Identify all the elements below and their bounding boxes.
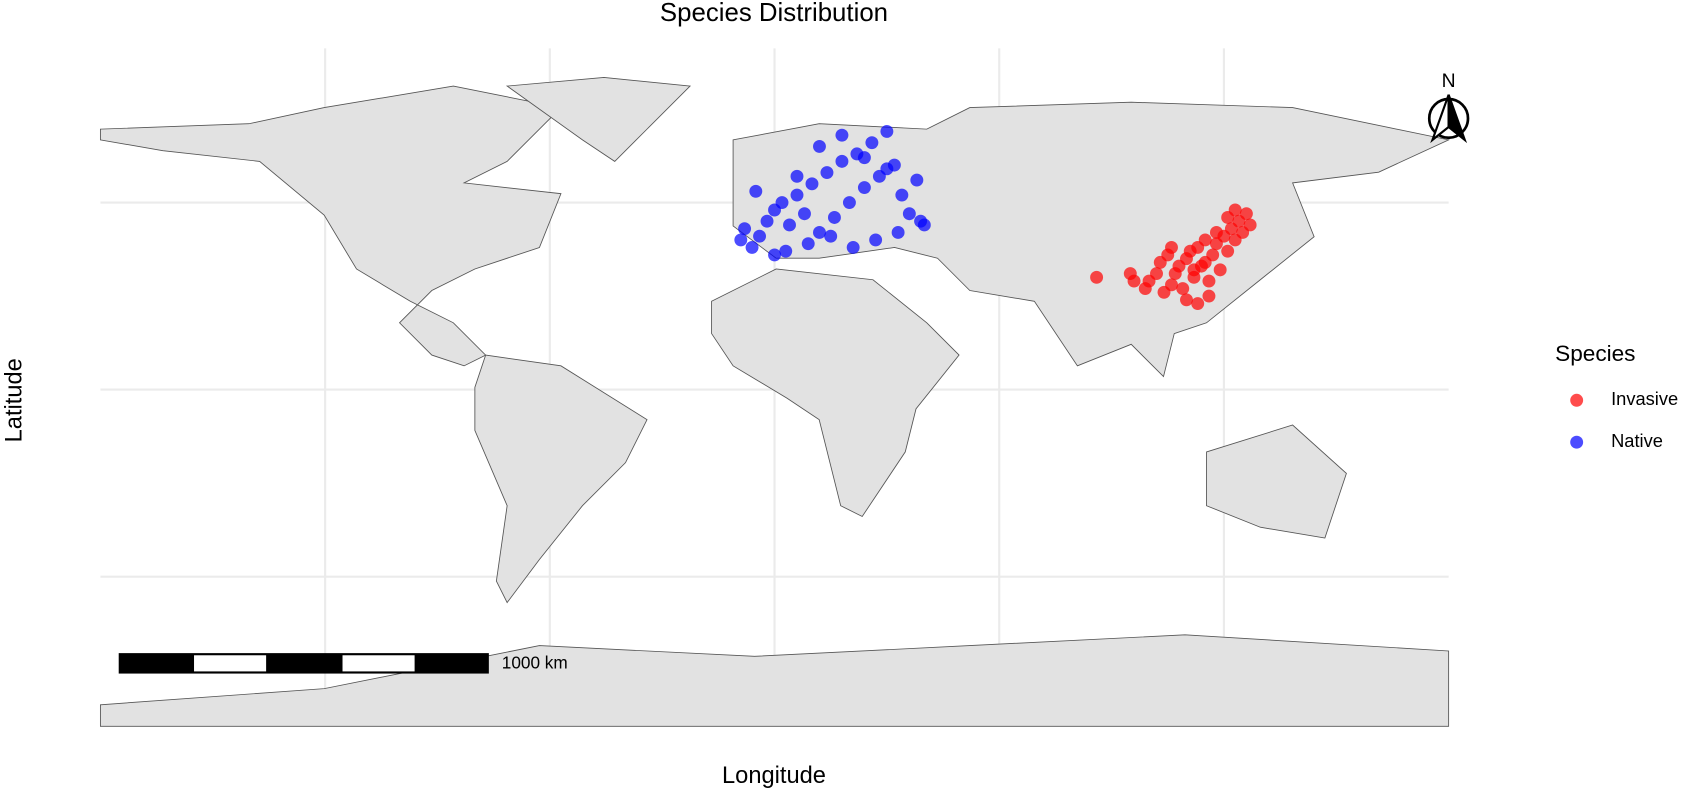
point <box>1202 274 1216 288</box>
legend-label: Native <box>1611 430 1663 451</box>
point <box>835 128 849 142</box>
scale-bar-segment <box>194 655 267 672</box>
point <box>1187 263 1201 277</box>
point <box>824 229 838 243</box>
point <box>1157 285 1171 299</box>
point <box>775 196 789 209</box>
australia <box>1206 424 1347 539</box>
north-america <box>99 85 562 367</box>
point <box>857 151 871 165</box>
point <box>865 136 879 150</box>
north-arrow: N <box>1427 70 1470 144</box>
point <box>1138 282 1152 296</box>
point <box>779 244 793 258</box>
point <box>891 225 905 239</box>
point <box>813 139 826 153</box>
point <box>801 237 815 251</box>
point <box>1202 289 1216 303</box>
point <box>745 240 759 254</box>
legend-marker <box>1570 435 1584 449</box>
point <box>1150 267 1163 281</box>
point <box>1239 207 1253 221</box>
point <box>1213 263 1227 277</box>
point <box>790 188 804 202</box>
eurasia <box>732 101 1450 378</box>
point <box>805 177 819 191</box>
point <box>857 181 871 195</box>
point <box>798 207 811 221</box>
points <box>734 124 1257 310</box>
point <box>1198 255 1212 269</box>
point <box>813 225 826 239</box>
point <box>753 229 766 243</box>
point <box>820 166 834 180</box>
point <box>1191 297 1205 310</box>
point <box>1090 270 1104 284</box>
point <box>902 207 916 221</box>
point <box>1228 203 1242 217</box>
point <box>835 154 849 168</box>
point <box>783 218 796 232</box>
scale-bar-segment <box>342 655 415 672</box>
point <box>768 248 781 262</box>
point <box>749 184 763 198</box>
scale-bar-label: 1000 km <box>502 652 568 672</box>
point <box>760 214 774 228</box>
point <box>1221 244 1235 258</box>
point <box>1176 282 1190 296</box>
legend-label: Invasive <box>1611 388 1678 409</box>
legend-title: Species <box>1555 341 1635 366</box>
point <box>842 196 856 209</box>
south-america <box>474 354 648 604</box>
point <box>738 222 752 236</box>
north-arrow-right <box>1447 94 1468 144</box>
chart-title: Species Distribution <box>660 0 888 27</box>
point <box>869 233 883 247</box>
legend-marker <box>1570 393 1584 407</box>
scale-bar-frame <box>118 653 489 674</box>
point <box>827 211 841 224</box>
greenland <box>505 77 692 162</box>
point <box>790 169 804 183</box>
legend: Species Invasive Native <box>1555 341 1678 451</box>
point <box>1198 233 1212 247</box>
point <box>1127 274 1141 288</box>
point <box>1180 293 1193 307</box>
point <box>1165 240 1178 254</box>
x-axis-label: Longitude <box>722 763 826 789</box>
point <box>880 162 894 176</box>
scale-bar: 1000 km <box>118 652 568 674</box>
point <box>1209 225 1223 239</box>
point <box>734 233 748 247</box>
africa <box>711 268 960 518</box>
north-label: N <box>1442 70 1456 92</box>
point <box>880 124 894 138</box>
point <box>914 214 928 228</box>
y-axis-label: Latitude <box>2 358 28 442</box>
point <box>895 188 909 202</box>
point <box>910 173 924 187</box>
point <box>846 240 860 254</box>
point <box>1243 218 1257 232</box>
